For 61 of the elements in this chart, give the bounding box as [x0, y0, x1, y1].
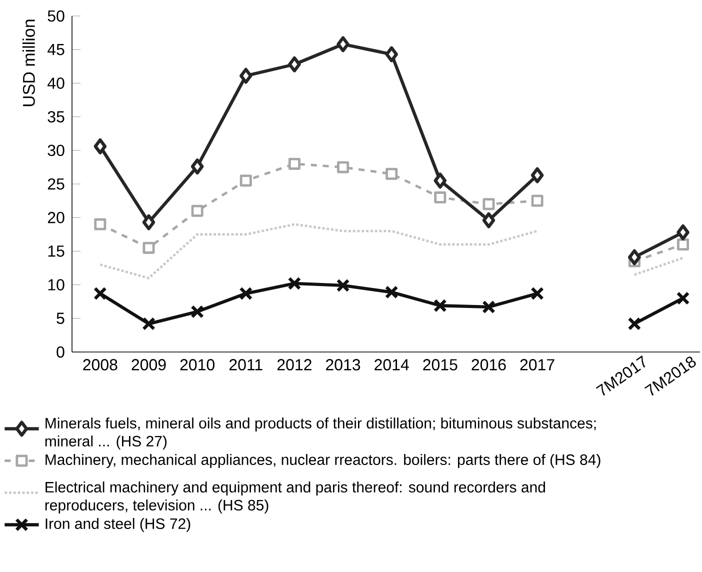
- point: [434, 172, 447, 189]
- y-tick-label: 20: [48, 212, 64, 224]
- point: [530, 286, 544, 300]
- point: [142, 317, 156, 330]
- point: [288, 276, 302, 290]
- point: [240, 174, 252, 187]
- point: [142, 214, 156, 230]
- point: [190, 304, 204, 318]
- y-tick-label: 50: [48, 10, 64, 22]
- point: [482, 300, 496, 314]
- y-tick-label: 0: [56, 346, 64, 358]
- point: [337, 161, 350, 174]
- point: [142, 242, 155, 254]
- y-axis-title: USD million: [22, 20, 35, 106]
- legend-label: Iron and steel (HS 72): [46, 518, 190, 532]
- point: [239, 286, 253, 300]
- point: [434, 191, 446, 204]
- point: [336, 278, 350, 292]
- y-tick-label: 25: [48, 178, 64, 190]
- y-tick-label: 10: [48, 279, 64, 290]
- x-tick-label: 2010: [180, 359, 214, 370]
- point: [288, 158, 300, 170]
- x-tick-label: 2015: [423, 359, 458, 370]
- y-tick-label: 15: [48, 246, 64, 257]
- x-tick-label: 2013: [326, 359, 360, 370]
- point: [336, 36, 350, 52]
- point: [384, 285, 398, 299]
- point: [530, 167, 544, 184]
- point: [94, 138, 107, 154]
- x-tick-label: 2008: [83, 359, 118, 370]
- x-tick-label: 2017: [520, 359, 554, 370]
- y-tick-label: 35: [48, 111, 64, 122]
- point: [433, 298, 447, 312]
- legend-label: Minerals fuels, mineral oils and products of their distillation; bituminous substances; mineral ... (HS 27): [45, 418, 596, 450]
- point: [628, 317, 642, 330]
- legend-label: Machinery, mechanical appliances, nuclear rreactors. boilers: parts there of (HS 84): [46, 454, 600, 468]
- y-tick-label: 30: [48, 144, 64, 156]
- point: [385, 46, 398, 62]
- point: [386, 168, 398, 180]
- point: [531, 194, 544, 207]
- point: [677, 238, 690, 250]
- legend-label: Electrical machinery and equipment and paris thereof: sound recorders and reproducers, television ... (HS 85): [45, 482, 545, 514]
- x-tick-label: 2014: [374, 359, 409, 370]
- y-tick-label: 45: [48, 44, 64, 56]
- x-tick-label: 2012: [277, 359, 312, 370]
- point: [676, 292, 690, 305]
- x-tick-label: 2016: [472, 359, 506, 370]
- point: [191, 204, 204, 217]
- point: [628, 249, 641, 266]
- point: [190, 158, 204, 175]
- point: [482, 198, 495, 210]
- x-tick-label: 2011: [229, 359, 262, 370]
- point: [676, 224, 690, 240]
- point: [482, 212, 496, 228]
- y-tick-label: 40: [48, 78, 64, 89]
- y-tick-label: 5: [56, 312, 64, 324]
- point: [288, 56, 301, 72]
- point: [94, 218, 106, 230]
- point: [239, 68, 252, 84]
- point: [93, 286, 107, 300]
- x-tick-label: 2009: [132, 359, 166, 370]
